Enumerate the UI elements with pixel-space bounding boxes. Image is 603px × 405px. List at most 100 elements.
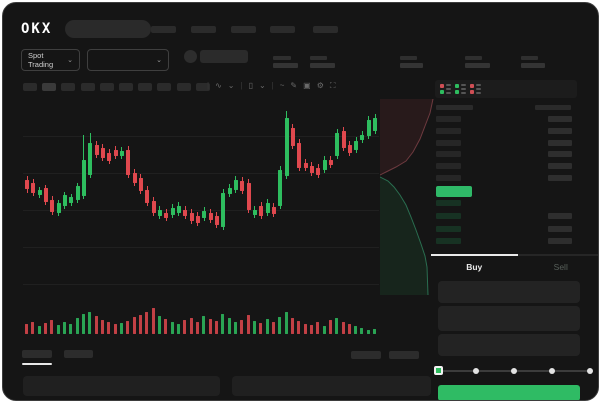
nav-item[interactable] xyxy=(151,26,176,33)
tab-buy[interactable]: Buy xyxy=(431,254,518,278)
tab-sell[interactable]: Sell xyxy=(517,254,598,278)
candlestick xyxy=(227,188,232,194)
bottom-action-right[interactable] xyxy=(389,351,419,359)
slider-stop[interactable] xyxy=(473,368,479,374)
book-asks-view[interactable] xyxy=(470,84,481,95)
timeframe-button[interactable] xyxy=(176,83,191,91)
toggle-line xyxy=(476,92,481,94)
candlestick xyxy=(303,163,308,168)
timeframe-button[interactable] xyxy=(42,83,57,91)
candle-style-icon[interactable]: ▯ xyxy=(248,81,253,90)
book-split-view[interactable] xyxy=(440,84,451,95)
bid-amount-placeholder xyxy=(548,213,572,219)
timeframe-button[interactable] xyxy=(99,83,114,91)
volume-bar xyxy=(290,318,294,334)
candlestick xyxy=(322,160,327,170)
orderbook-col-header-price xyxy=(436,105,473,110)
ask-price-placeholder[interactable] xyxy=(436,140,461,146)
bid-price-placeholder[interactable] xyxy=(436,200,461,206)
ticker-stat xyxy=(521,56,547,69)
timeframe-button[interactable] xyxy=(61,83,76,91)
slider-stop[interactable] xyxy=(549,368,555,374)
bottom-info-panel-left[interactable] xyxy=(23,376,220,396)
ask-price-placeholder[interactable] xyxy=(436,151,461,157)
candlestick xyxy=(341,131,346,148)
candlestick xyxy=(119,151,124,156)
ticker-stat xyxy=(273,56,299,69)
nav-item[interactable] xyxy=(191,26,216,33)
pair-selector-dropdown[interactable]: ⌄ xyxy=(87,49,169,71)
toggle-line xyxy=(476,84,481,86)
bottom-action-left[interactable] xyxy=(351,351,381,359)
ask-price-placeholder[interactable] xyxy=(436,175,461,181)
timeframe-button[interactable] xyxy=(23,83,37,91)
slider-stop[interactable] xyxy=(587,368,593,374)
bottom-tab-active[interactable] xyxy=(22,350,52,358)
search-input[interactable] xyxy=(65,20,151,38)
nav-item[interactable] xyxy=(270,26,295,33)
stat-label-placeholder xyxy=(465,56,482,60)
volume-bar xyxy=(164,319,168,334)
candlestick xyxy=(328,160,333,165)
timeframe-button[interactable] xyxy=(119,83,133,91)
candlestick xyxy=(316,168,321,175)
indicator-icon[interactable]: ∿ xyxy=(215,81,222,90)
app-window: OKX Spot Trading ⌄ ⌄ | ∿ ⌄ | ▯ ⌄ | ~ ✎ ▣ ⚙ ⛶ xyxy=(2,2,599,401)
bid-price-placeholder[interactable] xyxy=(436,213,461,219)
bid-price-placeholder[interactable] xyxy=(436,226,461,232)
slider-stop[interactable] xyxy=(511,368,517,374)
toggle-line xyxy=(461,92,466,94)
ask-price-placeholder[interactable] xyxy=(436,128,461,134)
volume-bar xyxy=(113,324,117,334)
camera-icon[interactable]: ▣ xyxy=(303,81,311,90)
order-form-field[interactable] xyxy=(438,281,580,303)
nav-item[interactable] xyxy=(231,26,256,33)
draw-icon[interactable]: ✎ xyxy=(290,81,298,90)
market-type-label: Spot Trading xyxy=(28,51,54,69)
volume-bar xyxy=(278,317,282,334)
buy-submit-button[interactable] xyxy=(438,385,580,400)
volume-bar xyxy=(75,318,79,334)
order-form-field[interactable] xyxy=(438,334,580,356)
timeframe-button[interactable] xyxy=(138,83,153,91)
candlestick xyxy=(335,133,340,156)
candlestick xyxy=(233,180,238,190)
volume-bar xyxy=(271,322,275,334)
timeframe-button[interactable] xyxy=(195,83,210,91)
volume-bar xyxy=(170,322,174,334)
orderbook-last-price[interactable] xyxy=(436,186,472,197)
volume-bar xyxy=(176,324,180,334)
nav-item[interactable] xyxy=(313,26,338,33)
bottom-tab[interactable] xyxy=(64,350,93,358)
ask-amount-placeholder xyxy=(548,151,572,157)
volume-bar xyxy=(366,330,370,334)
volume-bar xyxy=(233,322,237,334)
candlestick xyxy=(157,210,162,216)
volume-bar xyxy=(328,320,332,334)
volume-bar xyxy=(189,318,193,334)
settings-icon[interactable]: ⚙ xyxy=(316,81,324,90)
stat-value-placeholder xyxy=(400,63,423,68)
fullscreen-icon[interactable]: ⛶ xyxy=(329,81,336,90)
book-bids-view[interactable] xyxy=(455,84,466,95)
pair-avatar xyxy=(184,50,197,63)
volume-bar xyxy=(316,322,320,334)
chevron-down-icon[interactable]: ⌄ xyxy=(227,81,235,90)
toggle-line xyxy=(446,84,451,86)
candlestick xyxy=(107,153,112,161)
volume-bar xyxy=(37,326,41,334)
timeframe-button[interactable] xyxy=(80,83,95,91)
market-type-selector[interactable]: Spot Trading ⌄ xyxy=(21,49,80,71)
timeframe-button[interactable] xyxy=(157,83,172,91)
bottom-info-panel-right[interactable] xyxy=(232,376,431,396)
okx-logo[interactable]: OKX xyxy=(21,21,53,37)
ask-price-placeholder[interactable] xyxy=(436,116,461,122)
line-tool-icon[interactable]: ~ xyxy=(279,81,285,90)
amount-slider-handle[interactable] xyxy=(434,366,443,375)
order-form-field[interactable] xyxy=(438,306,580,331)
chevron-down-icon[interactable]: ⌄ xyxy=(258,81,266,90)
candlestick xyxy=(278,170,283,206)
bid-price-placeholder[interactable] xyxy=(436,238,461,244)
ask-price-placeholder[interactable] xyxy=(436,163,461,169)
volume-bar xyxy=(132,317,136,334)
